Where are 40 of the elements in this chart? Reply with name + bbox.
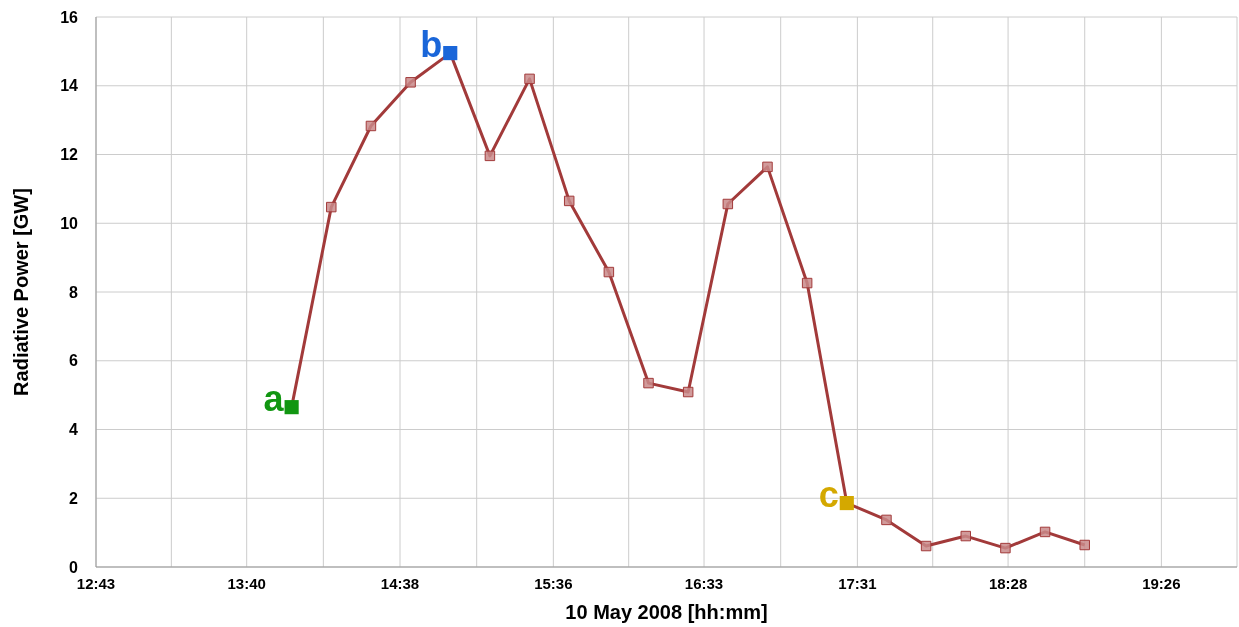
x-tick-label: 17:31	[838, 575, 877, 592]
annotation: b	[420, 24, 443, 66]
x-tick-label: 13:40	[227, 575, 266, 592]
x-tick-label: 15:36	[534, 575, 573, 592]
y-tick-label: 14	[60, 77, 79, 95]
x-tick-label: 19:26	[1142, 575, 1181, 592]
point	[405, 77, 416, 88]
x-tick-label: 16:33	[684, 575, 724, 592]
point	[960, 530, 971, 542]
x-tick-label: 12:43	[76, 575, 116, 592]
x-tick-label: 14:38	[380, 575, 420, 592]
point	[1079, 539, 1090, 551]
x-axis-title: 10 May 2008 [hh:mm]	[565, 601, 768, 623]
y-tick-label: 16	[60, 8, 79, 26]
point	[920, 540, 932, 552]
point	[1039, 526, 1051, 538]
y-tick-label: 8	[69, 283, 79, 301]
annotation: c	[818, 474, 839, 516]
point	[326, 201, 337, 213]
point	[1000, 542, 1011, 554]
y-tick-label: 10	[60, 214, 79, 232]
point	[722, 198, 734, 210]
point	[484, 150, 496, 162]
point	[563, 195, 575, 207]
point	[524, 73, 535, 85]
point	[801, 277, 813, 289]
point	[643, 377, 654, 389]
point	[603, 266, 615, 278]
point	[365, 120, 377, 132]
y-axis-title: Radiative Power [GW]	[10, 188, 32, 396]
point	[762, 161, 773, 173]
y-tick-label: 4	[69, 421, 79, 439]
y-tick-label: 6	[69, 352, 79, 370]
x-tick-label: 18:28	[988, 575, 1028, 592]
point	[682, 386, 694, 398]
y-tick-label: 12	[60, 146, 79, 164]
annotation: a	[263, 378, 285, 420]
point	[881, 514, 892, 526]
y-tick-label: 0	[69, 558, 79, 576]
y-tick-label: 2	[69, 489, 79, 507]
